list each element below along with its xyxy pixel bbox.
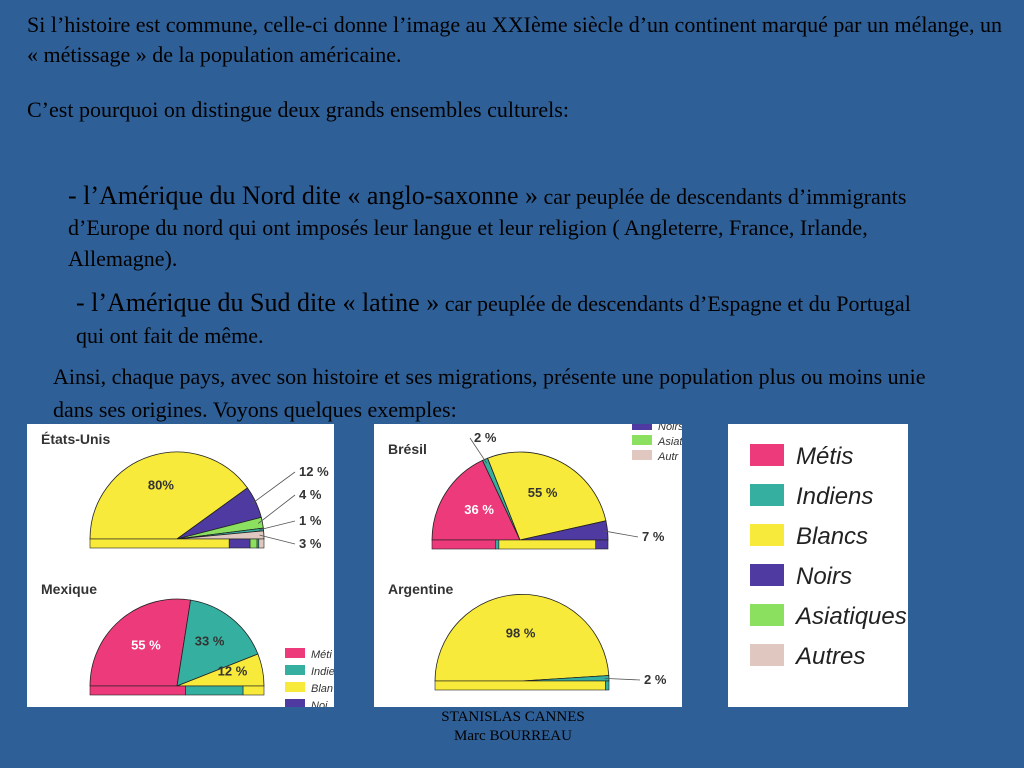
strip-usa-autres	[258, 538, 265, 549]
pie-label-mex-indiens: 33 %	[195, 633, 225, 648]
credits: STANISLAS CANNES Marc BOURREAU	[388, 708, 638, 746]
conclusion-paragraph: Ainsi, chaque pays, avec son histoire et…	[53, 364, 926, 422]
bullet-north-america: - l’Amérique du Nord dite « anglo-saxonn…	[68, 180, 948, 274]
strip-bra-noirs	[595, 539, 609, 550]
strip-usa-asiatiques	[249, 538, 258, 549]
pie-label-mex-metis: 55 %	[131, 638, 161, 653]
strip-arg-indiens	[605, 680, 610, 691]
pie-leader-usa-noirs	[251, 471, 296, 505]
pie-brazil: 36 % 2 % 55 % 7 %	[431, 430, 665, 550]
legend-swatch-noirs	[750, 564, 784, 586]
legend-partial-swatch-indiens	[285, 665, 305, 675]
credit-author-2: Marc BOURREAU	[454, 728, 572, 744]
legend-partial-swatch-noirs	[285, 699, 305, 707]
legend-label-asiatiques: Asiatiques	[794, 603, 907, 630]
chart-svg-brazil-argentina: Brésil 36 %2 %55 %7 % Argentine 98 %2 % …	[388, 424, 682, 691]
legend-partial-swatch-noirs	[632, 424, 652, 430]
pie-slice-bra-blancs	[487, 451, 607, 541]
strip-mex-indiens	[185, 685, 244, 696]
bullet-south-rest: car peuplée de descendants d’Espagne et …	[76, 291, 911, 348]
legend-partial-label-noirs: Noirs	[658, 424, 682, 433]
pie-label-arg-blancs: 98 %	[506, 626, 536, 641]
pie-leader-usa-asiatiques	[257, 494, 296, 524]
pie-label-bra-indiens: 2 %	[474, 430, 497, 445]
pie-label-usa-noirs: 12 %	[299, 464, 329, 479]
pie-slice-arg-blancs	[434, 593, 610, 682]
bullet-south-lead: - l’Amérique du Sud dite « latine »	[76, 288, 440, 317]
legend-partial-label-indiens: Indie	[311, 666, 334, 678]
pie-argentina: 98 % 2 %	[434, 593, 667, 691]
chart-title-brazil: Brésil	[388, 441, 427, 457]
pie-slice-bra-metis	[431, 459, 521, 541]
legend-partial-label-metis: Méti	[311, 649, 332, 661]
legend-label-autres: Autres	[794, 643, 865, 670]
legend-partial-swatch-autres	[632, 450, 652, 460]
chart-panel-usa-mexico: États-Unis 80% 12 % 4 % 1 % 3 % Mexique 55 %…	[27, 424, 334, 707]
pie-label-bra-blancs: 55 %	[528, 485, 558, 500]
chart-svg-usa-mexico: États-Unis 80% 12 % 4 % 1 % 3 % Mexique 55 %…	[41, 431, 334, 707]
chart-title-usa: États-Unis	[41, 431, 110, 447]
strip-arg-blancs	[434, 680, 606, 691]
credit-author-1: STANISLAS CANNES	[441, 709, 585, 725]
pie-leader-usa-autres	[259, 534, 296, 545]
legend-label-noirs: Noirs	[796, 563, 852, 590]
pie-label-usa-indiens: 1 %	[299, 513, 322, 528]
legend-label-metis: Métis	[796, 443, 853, 470]
legend-partial-swatch-metis	[285, 648, 305, 658]
pie-leader-usa-indiens	[259, 520, 296, 531]
pie-slice-mex-metis	[89, 598, 192, 687]
legend-partial-swatch-blancs	[285, 682, 305, 692]
legend-swatch-metis	[750, 444, 784, 466]
legend-swatch-indiens	[750, 484, 784, 506]
legend-label-blancs: Blancs	[796, 523, 868, 550]
pie-usa: 80% 12 % 4 % 1 % 3 %	[89, 451, 329, 551]
pie-leader-bra-noirs	[603, 530, 639, 538]
strip-bra-metis	[431, 539, 496, 550]
intro-question: C’est pourquoi on distingue deux grands …	[27, 97, 569, 122]
pie-label-bra-metis: 36 %	[464, 502, 494, 517]
legend-swatch-asiatiques	[750, 604, 784, 626]
pie-label-usa-asiatiques: 4 %	[299, 487, 322, 502]
strip-bra-blancs	[498, 539, 597, 550]
pie-leader-bra-indiens	[469, 437, 488, 464]
pie-slice-usa-blancs	[89, 451, 248, 540]
legend-partial-label-asiatiques: Asiat	[657, 436, 682, 448]
pie-label-usa-autres: 3 %	[299, 536, 322, 551]
strip-bra-indiens	[495, 539, 500, 550]
pie-label-bra-noirs: 7 %	[642, 529, 665, 544]
legend-partial-left: Méti Indie Blan Noi	[285, 648, 334, 707]
bullet-north-rest: car peuplée de descendants d’immigrants …	[68, 184, 907, 271]
intro-paragraph: Si l’histoire est commune, celle-ci donn…	[27, 12, 1003, 67]
pie-label-mex-blancs: 12 %	[218, 663, 248, 678]
pie-leader-arg-indiens	[604, 678, 641, 681]
bullet-south-america: - l’Amérique du Sud dite « latine » car …	[76, 287, 936, 352]
pie-label-arg-indiens: 2 %	[644, 672, 667, 687]
chart-title-argentina: Argentine	[388, 581, 454, 597]
legend-swatch-autres	[750, 644, 784, 666]
legend-svg: Métis Indiens Blancs Noirs Asiatiques Autres	[750, 443, 907, 670]
pie-slice-mex-indiens	[176, 599, 259, 687]
strip-usa-blancs	[89, 538, 230, 549]
legend-panel: Métis Indiens Blancs Noirs Asiatiques Autres	[728, 424, 908, 707]
legend-partial-label-blancs: Blan	[311, 683, 333, 695]
legend-partial-middle: Noirs Asiat Autr	[632, 424, 682, 463]
legend-label-indiens: Indiens	[796, 483, 873, 510]
pie-mexico: 55 % 33 % 12 %	[89, 598, 265, 696]
pie-label-usa-blancs: 80%	[148, 477, 174, 492]
strip-mex-blancs	[242, 685, 265, 696]
legend-partial-label-autres: Autr	[657, 451, 680, 463]
strip-usa-indiens	[256, 538, 260, 549]
legend-partial-swatch-asiatiques	[632, 435, 652, 445]
bullet-north-lead: - l’Amérique du Nord dite « anglo-saxonn…	[68, 181, 539, 210]
legend-swatch-blancs	[750, 524, 784, 546]
legend-partial-label-noirs: Noi	[311, 700, 328, 707]
strip-mex-metis	[89, 685, 186, 696]
chart-panel-brazil-argentina: Brésil 36 % 2 % 55 % 7 % Argentine 98 % 2 % …	[374, 424, 682, 707]
chart-title-mexico: Mexique	[41, 581, 97, 597]
strip-usa-noirs	[228, 538, 251, 549]
